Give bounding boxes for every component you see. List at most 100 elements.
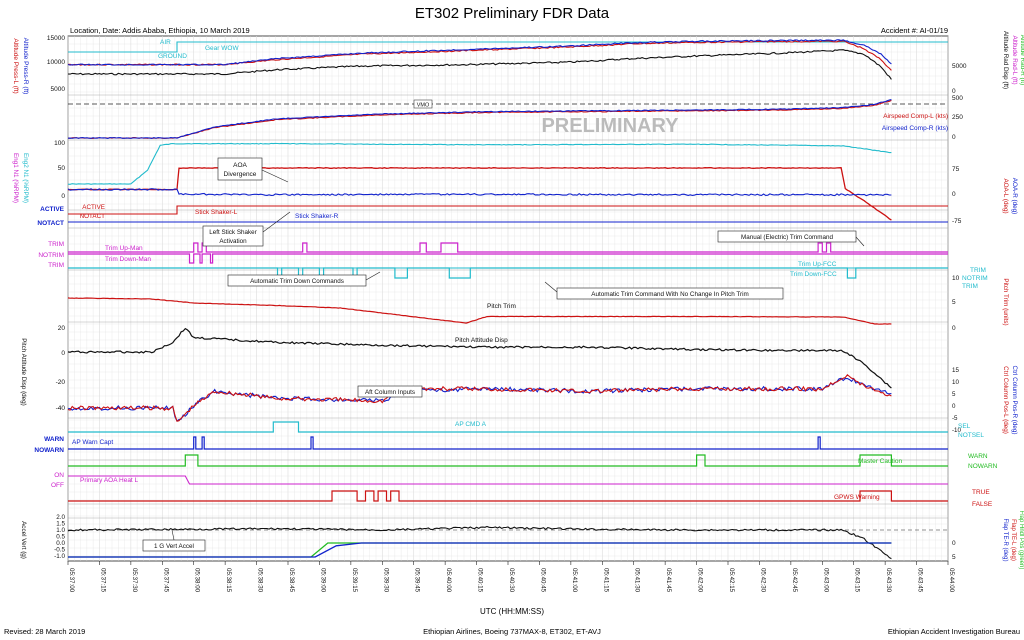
x-tick-label: 05:41:45: [665, 568, 672, 593]
y-axis-label: Eng1 N1 (%RPM): [12, 153, 19, 203]
annotation-ss-l: Stick Shaker-L: [195, 209, 238, 216]
annotation-box: [202, 225, 264, 247]
legend-airspeed-l: Airspeed Comp-L (kts): [883, 113, 948, 120]
state-label: ACTIVE: [40, 206, 65, 213]
series-line-eng-n1: [67, 142, 892, 185]
y-tick-label: 75: [952, 166, 960, 173]
annotation-trim-up-fcc: Trim Up-FCC: [798, 261, 837, 268]
x-tick-label: 05:39:00: [319, 568, 326, 593]
y-axis-label: Altitude Rad Disp (ft): [1002, 31, 1009, 89]
axes: 05:37:00 05:37:15 05:37:30 05:37:45 05:38:00…: [12, 31, 1024, 593]
y-axis-label: Altitude Press-R (ft): [22, 38, 29, 95]
x-tick-label: 05:42:30: [759, 568, 766, 593]
footer-bureau: Ethiopian Accident Investigation Bureau: [888, 627, 1020, 636]
y-tick-label: 1.5: [56, 521, 65, 528]
x-tick-label: 05:38:15: [225, 568, 232, 593]
state-label: ACTIVE: [82, 204, 105, 211]
annotation-ap-cmd-a: AP CMD A: [455, 421, 487, 428]
footer-aircraft: Ethiopian Airlines, Boeing 737MAX-8, ET3…: [423, 627, 601, 636]
series-line-pitch-trim: [67, 297, 892, 325]
x-axis-label: UTC (HH:MM:SS): [480, 607, 544, 616]
series-line-master-caution: [68, 454, 948, 467]
y-tick-label: 250: [952, 114, 963, 121]
y-tick-label: 500: [952, 95, 963, 102]
y-tick-label: 10: [952, 379, 959, 386]
y-tick-label: 0: [952, 540, 956, 547]
annotation-text: Activation: [219, 238, 247, 245]
state-label: ON: [54, 472, 64, 479]
y-tick-label: -0.5: [54, 547, 65, 554]
annotation-1g: 1 G Vert Accel: [154, 543, 194, 550]
series-line-aoa-l: [67, 167, 892, 221]
x-tick-label: 05:42:45: [791, 568, 798, 593]
y-tick-label: 0: [952, 325, 956, 332]
series-line-altitude-press-r: [67, 39, 892, 66]
series-line-gear-wow: [68, 41, 948, 53]
x-tick-label: 05:39:15: [351, 568, 358, 593]
y-axis-label: AOA-L (deg): [1002, 178, 1009, 213]
y-tick-label: 2.0: [56, 514, 65, 521]
annotation-box: [717, 230, 857, 243]
y-tick-label: -40: [56, 405, 66, 412]
state-label: TRIM: [962, 283, 978, 290]
state-label: NOTSEL: [958, 432, 984, 439]
series-line-accel-vert: [67, 525, 892, 560]
x-tick-label: 05:42:00: [697, 568, 704, 593]
y-tick-label: 20: [58, 325, 66, 332]
y-axis-label: Pitch Trim (units): [1002, 278, 1009, 325]
state-label: TRIM: [48, 262, 64, 269]
y-axis-label: Altitude Press-L (ft): [12, 38, 19, 93]
x-tick-label: 05:40:15: [477, 568, 484, 593]
state-label: NOTACT: [37, 220, 64, 227]
y-axis-label: Ctrl Column Pos-L (deg): [1002, 366, 1009, 434]
annotation-pitch-attitude: Pitch Attitude Disp: [455, 337, 508, 344]
series-line-aoa-r: [67, 188, 892, 197]
annotation-arrow: [262, 211, 291, 233]
x-tick-label: 05:41:15: [602, 568, 609, 593]
y-axis-label: Altitude Rad-R (ft): [1019, 35, 1024, 85]
chart-title: ET302 Preliminary FDR Data: [415, 5, 610, 22]
x-tick-label: 05:39:45: [414, 568, 421, 593]
series-line-gpws: [68, 490, 948, 502]
x-tick-label: 05:37:15: [99, 568, 106, 593]
state-label: TRIM: [970, 267, 986, 274]
y-tick-label: 10: [952, 275, 960, 282]
label-air: AIR: [160, 39, 171, 46]
series-line-flap-te: [68, 542, 892, 558]
annotation-master-caution: Master Caution: [858, 458, 902, 465]
x-tick-label: 05:37:30: [131, 568, 138, 593]
x-tick-label: 05:38:30: [257, 568, 264, 593]
annotation-auto-trim-down: Automatic Trim Down Commands: [250, 278, 344, 285]
y-tick-label: 10000: [47, 59, 65, 66]
annotation-aoa: AOA: [233, 162, 247, 169]
annotation-box: [217, 157, 263, 181]
y-tick-label: 5: [952, 299, 956, 306]
footer-revised: Revised: 28 March 2019: [4, 627, 85, 636]
x-tick-label: 05:43:45: [917, 568, 924, 593]
state-label: WARN: [968, 453, 988, 460]
x-tick-label: 05:38:45: [288, 568, 295, 593]
series-line-trim-up-man: [68, 242, 948, 253]
series-line-ctrl-column-pos-r: [67, 377, 892, 422]
y-tick-label: 50: [58, 165, 66, 172]
y-tick-label: 1.0: [56, 527, 65, 534]
annotation-aft-column: Aft Column Inputs: [365, 389, 415, 396]
y-tick-label: 0: [952, 191, 956, 198]
series-line-ctrl-column-pos-l: [67, 374, 892, 422]
label-gear-wow: Gear WOW: [205, 45, 239, 52]
annotation-gpws: GPWS Warning: [834, 494, 880, 501]
annotation-arrow: [544, 281, 558, 293]
x-tick-label: 05:37:00: [68, 568, 75, 593]
y-tick-label: 0: [952, 88, 956, 95]
state-label: NOWARN: [34, 447, 64, 454]
x-tick-label: 05:41:00: [571, 568, 578, 593]
label-ground: GROUND: [158, 53, 187, 60]
x-tick-label: 05:44:00: [948, 568, 955, 593]
y-tick-label: -20: [56, 379, 66, 386]
y-tick-label: -1.0: [54, 553, 65, 560]
y-axis-label: Flap Hndl Pos (green): [1018, 511, 1024, 570]
annotation-ss-r: Stick Shaker-R: [295, 213, 339, 220]
state-label: SEL: [958, 423, 971, 430]
state-label: WARN: [44, 436, 64, 443]
y-axis-label: Altitude Rad-L (ft): [1011, 35, 1018, 84]
